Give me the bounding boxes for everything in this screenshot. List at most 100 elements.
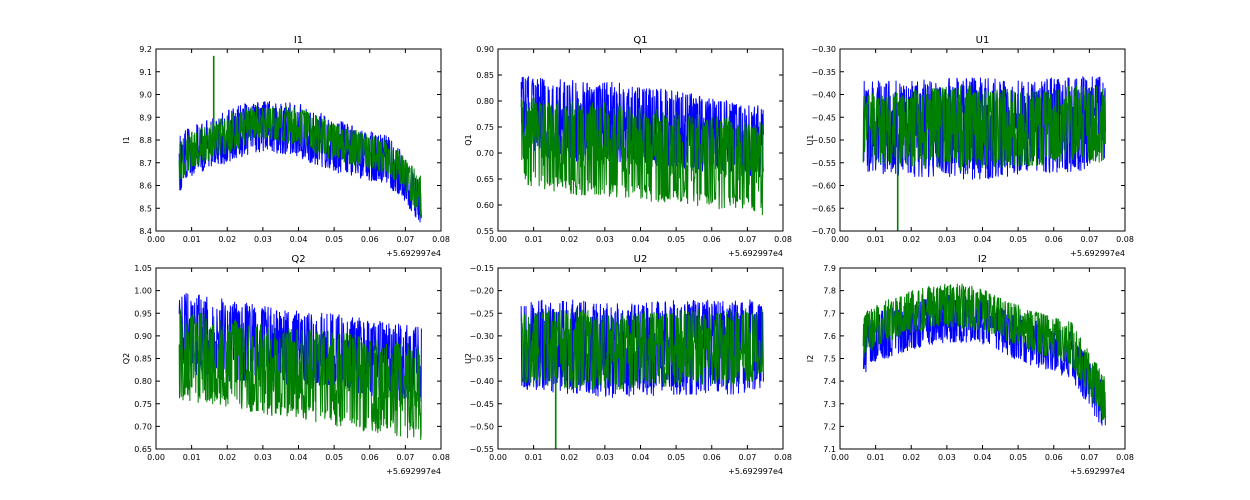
y-tick-label: 0.85	[134, 355, 152, 364]
x-tick-label: 0.06	[1045, 235, 1063, 244]
y-tick-label: 8.6	[139, 182, 152, 191]
y-tick-label: 0.65	[134, 445, 152, 454]
y-tick-label: 0.90	[476, 45, 494, 54]
x-tick-label: 0.08	[1116, 453, 1134, 462]
y-axis-label: U2	[464, 353, 473, 364]
x-tick-label: 0.02	[218, 453, 236, 462]
x-offset-label: +5.692997e4	[386, 467, 441, 476]
y-tick-label: −0.55	[811, 159, 836, 168]
y-axis-label: U1	[806, 135, 815, 146]
y-tick-label: 7.1	[823, 445, 836, 454]
y-tick-label: 0.85	[476, 71, 494, 80]
x-tick-label: 0.07	[1080, 235, 1098, 244]
y-tick-label: −0.35	[469, 355, 494, 364]
x-tick-label: 0.02	[902, 453, 920, 462]
x-offset-label: +5.692997e4	[728, 249, 783, 258]
x-tick-label: 0.02	[902, 235, 920, 244]
y-tick-label: −0.45	[469, 400, 494, 409]
chart-title: U1	[976, 35, 990, 46]
x-tick-label: 0.01	[867, 453, 885, 462]
y-tick-label: 0.70	[476, 149, 494, 158]
y-tick-label: 9.0	[139, 91, 152, 100]
y-tick-label: −0.20	[469, 287, 494, 296]
x-tick-label: 0.03	[254, 453, 272, 462]
x-tick-label: 0.03	[596, 453, 614, 462]
x-tick-label: 0.05	[325, 235, 343, 244]
x-tick-label: 0.04	[290, 453, 308, 462]
y-tick-label: 8.5	[139, 204, 152, 213]
x-tick-label: 0.00	[489, 453, 507, 462]
y-tick-label: 8.4	[139, 227, 152, 236]
x-tick-label: 0.05	[1009, 453, 1027, 462]
y-tick-label: 8.9	[139, 113, 152, 122]
x-offset-label: +5.692997e4	[1070, 249, 1125, 258]
x-tick-label: 0.00	[147, 235, 165, 244]
chart-panel-q2: 0.00 0.01 0.02 0.03 0.04 0.05 0.06 0.07 0.08 0.65…	[122, 254, 450, 476]
y-tick-label: 0.60	[476, 201, 494, 210]
y-tick-label: −0.35	[811, 68, 836, 77]
x-tick-label: 0.08	[432, 235, 450, 244]
series-line-2	[862, 85, 1106, 172]
y-tick-label: −0.30	[811, 45, 836, 54]
y-tick-label: 0.80	[134, 377, 152, 386]
chart-panel-i2: 0.00 0.01 0.02 0.03 0.04 0.05 0.06 0.07 0.08 7.1 7…	[806, 254, 1134, 476]
series-line-2	[520, 97, 764, 216]
series-line-2	[862, 283, 1106, 425]
x-tick-label: 0.00	[831, 235, 849, 244]
y-tick-label: 8.8	[139, 136, 152, 145]
y-tick-label: −0.70	[811, 227, 836, 236]
x-tick-label: 0.02	[560, 453, 578, 462]
y-axis-label: I1	[122, 136, 131, 143]
x-tick-label: 0.06	[1045, 453, 1063, 462]
y-tick-label: −0.30	[469, 332, 494, 341]
x-tick-label: 0.03	[938, 453, 956, 462]
y-tick-label: 7.6	[823, 332, 836, 341]
y-tick-label: 7.8	[823, 287, 836, 296]
y-tick-label: −0.40	[469, 377, 494, 386]
y-tick-label: −0.40	[811, 91, 836, 100]
chart-title: U2	[634, 254, 648, 265]
y-tick-label: 7.7	[823, 309, 836, 318]
x-tick-label: 0.08	[1116, 235, 1134, 244]
y-tick-label: 7.4	[823, 377, 836, 386]
y-tick-label: 0.75	[134, 400, 152, 409]
x-tick-label: 0.04	[974, 235, 992, 244]
x-tick-label: 0.07	[738, 453, 756, 462]
y-tick-label: 7.5	[823, 355, 836, 364]
y-tick-label: 9.2	[139, 45, 152, 54]
chart-title: I1	[294, 35, 303, 46]
y-tick-label: −0.45	[811, 113, 836, 122]
x-tick-label: 0.08	[774, 453, 792, 462]
y-tick-label: −0.55	[469, 445, 494, 454]
x-offset-label: +5.692997e4	[728, 467, 783, 476]
x-tick-label: 0.01	[525, 453, 543, 462]
y-tick-label: 8.7	[139, 159, 152, 168]
x-offset-label: +5.692997e4	[386, 249, 441, 258]
y-tick-label: −0.15	[469, 264, 494, 273]
x-offset-label: +5.692997e4	[1070, 467, 1125, 476]
series-line-2	[178, 308, 422, 440]
chart-panel-u1: 0.00 0.01 0.02 0.03 0.04 0.05 0.06 0.07 0.08 −0.7…	[806, 35, 1134, 258]
y-tick-label: 0.90	[134, 332, 152, 341]
x-tick-label: 0.07	[396, 235, 414, 244]
x-tick-label: 0.05	[667, 453, 685, 462]
y-tick-label: 7.2	[823, 422, 836, 431]
x-tick-label: 0.05	[667, 235, 685, 244]
x-tick-label: 0.07	[1080, 453, 1098, 462]
x-tick-label: 0.02	[560, 235, 578, 244]
series-line-2	[520, 308, 764, 391]
x-tick-label: 0.06	[703, 453, 721, 462]
y-tick-label: −0.50	[469, 422, 494, 431]
x-tick-label: 0.03	[596, 235, 614, 244]
chart-panel-q1: 0.00 0.01 0.02 0.03 0.04 0.05 0.06 0.07 0.08 0.55…	[464, 35, 792, 258]
x-tick-label: 0.00	[147, 453, 165, 462]
x-tick-label: 0.00	[831, 453, 849, 462]
x-tick-label: 0.01	[183, 235, 201, 244]
x-tick-label: 0.04	[290, 235, 308, 244]
x-tick-label: 0.03	[938, 235, 956, 244]
y-tick-label: 0.75	[476, 123, 494, 132]
y-tick-label: 1.00	[134, 287, 152, 296]
x-tick-label: 0.01	[867, 235, 885, 244]
y-tick-label: 1.05	[134, 264, 152, 273]
